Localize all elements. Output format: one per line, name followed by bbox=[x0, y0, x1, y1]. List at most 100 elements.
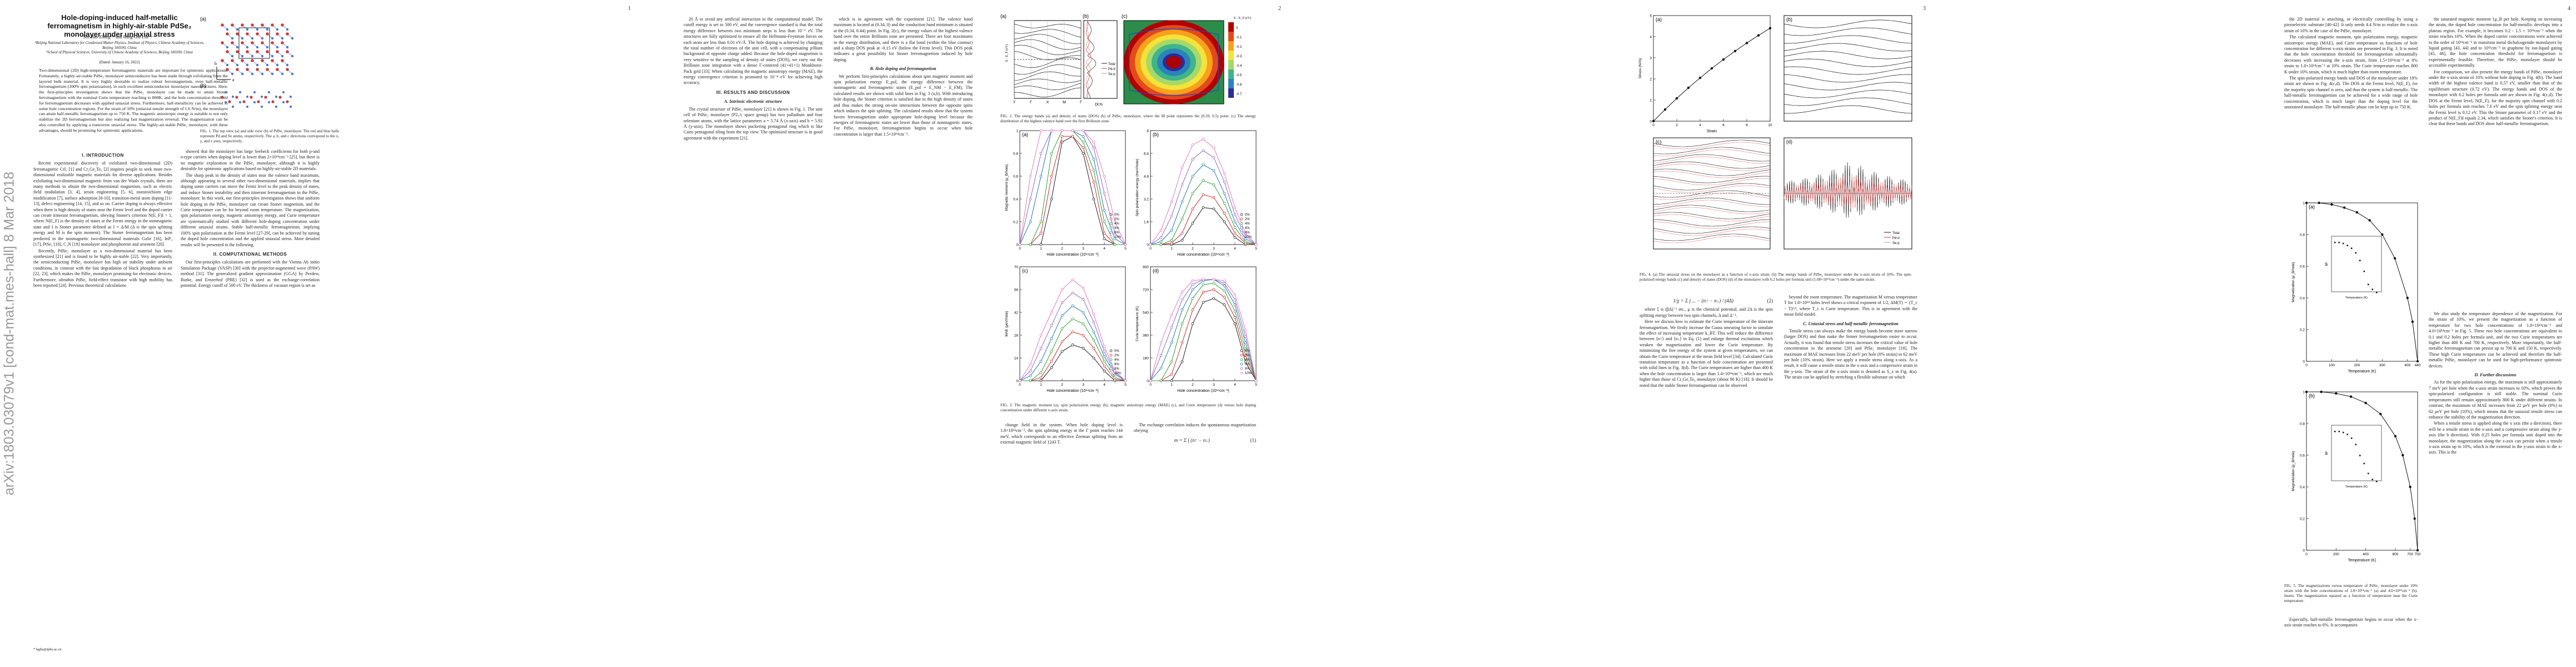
band-up bbox=[1653, 212, 1771, 220]
se-atom bbox=[275, 95, 278, 98]
paragraph: Recent experimental discovery of exfolia… bbox=[33, 161, 172, 247]
data-point bbox=[1124, 243, 1127, 246]
legend-label: 2% bbox=[1245, 354, 1250, 357]
data-point bbox=[1092, 197, 1095, 201]
pd-atom bbox=[235, 96, 238, 99]
data-point bbox=[1082, 135, 1085, 138]
inset-point bbox=[2363, 462, 2365, 465]
inset-point bbox=[2368, 472, 2369, 475]
data-point bbox=[1039, 347, 1043, 350]
column-bottom-left: change field in the system. When hole do… bbox=[1000, 422, 1123, 446]
inset-point bbox=[2346, 434, 2348, 435]
se-atom bbox=[231, 54, 234, 58]
x-tick-label: 200 bbox=[2333, 552, 2339, 556]
data-point bbox=[2349, 395, 2353, 398]
band-line bbox=[1783, 89, 1912, 98]
data-point bbox=[1223, 296, 1226, 299]
data-point bbox=[1675, 97, 1678, 100]
se-atom bbox=[276, 46, 279, 49]
se-atom bbox=[261, 72, 264, 76]
se-atom bbox=[241, 37, 244, 40]
data-point bbox=[1212, 207, 1215, 211]
se-atom bbox=[282, 101, 285, 104]
data-point bbox=[2305, 201, 2308, 205]
se-atom bbox=[256, 28, 259, 31]
plot: 0 1.6 3.2 4.8 6.4 8 0 1 2 3 4 5 Hole concentration (… bbox=[1135, 130, 1258, 257]
data-point bbox=[1029, 220, 1032, 223]
data-point bbox=[1092, 312, 1095, 316]
data-point bbox=[1113, 220, 1117, 223]
x-tick-label: 0 bbox=[1019, 383, 1021, 387]
legend-marker bbox=[1109, 358, 1113, 361]
se-atom bbox=[286, 63, 289, 67]
data-point bbox=[1180, 183, 1184, 186]
column-bottom-right: The exchange correlation induces the spo… bbox=[1134, 422, 1256, 446]
se-atom bbox=[271, 54, 274, 58]
x-axis-label: Hole concentration (10¹⁴cm⁻²) bbox=[1177, 389, 1229, 393]
section-heading: II. COMPUTATIONAL METHODS bbox=[213, 251, 287, 257]
pd-atom bbox=[264, 96, 267, 99]
colorbar-segment bbox=[1228, 22, 1234, 32]
se-atom bbox=[236, 46, 239, 49]
data-point bbox=[1050, 311, 1053, 314]
data-point bbox=[1170, 200, 1173, 203]
kpoint-label: Y bbox=[1013, 101, 1016, 104]
fig2: (a) (b) (c) E - E_F (eV) Y Γ X M Γ DOS Total… bbox=[1000, 13, 1251, 107]
data-point bbox=[1223, 212, 1226, 215]
pd-atom bbox=[231, 59, 234, 62]
y-axis-label: Stress (N/m) bbox=[1638, 58, 1642, 78]
colorbar-tick: -0.3 bbox=[1236, 55, 1242, 58]
data-point bbox=[1212, 196, 1215, 199]
y-axis-label: Magnetic moment (μ_B/hole) bbox=[1005, 165, 1009, 211]
se-atom bbox=[238, 91, 242, 94]
band-up bbox=[1653, 233, 1771, 241]
data-point bbox=[1103, 360, 1106, 363]
fig4-dos-d: (d) Total Pd-d Se-p bbox=[1783, 137, 1912, 250]
se-atom bbox=[246, 63, 249, 67]
data-point bbox=[1170, 215, 1173, 218]
kpoint-label: Γ bbox=[1030, 101, 1032, 104]
x-tick-label: 4 bbox=[1699, 123, 1701, 127]
plot-frame bbox=[1150, 130, 1257, 245]
x-tick-label: 2 bbox=[1192, 383, 1194, 387]
colorbar-segment bbox=[1228, 41, 1234, 51]
data-point bbox=[2318, 201, 2320, 205]
band-up bbox=[1653, 226, 1771, 234]
pd-atom bbox=[256, 50, 259, 53]
inset-point bbox=[2351, 247, 2353, 249]
colorbar-tick: -0.2 bbox=[1236, 46, 1242, 49]
inset-point bbox=[2338, 242, 2340, 243]
data-point bbox=[1149, 379, 1152, 382]
pd-atom bbox=[261, 41, 264, 44]
data-point bbox=[2343, 206, 2346, 209]
inset: Temperature (K) M² bbox=[2325, 236, 2382, 300]
data-point bbox=[1233, 303, 1237, 306]
y-tick-label: 0.8 bbox=[2300, 422, 2305, 426]
inset-point bbox=[2359, 455, 2361, 456]
data-point bbox=[1202, 283, 1205, 286]
pd-atom bbox=[236, 68, 239, 71]
data-point bbox=[1191, 175, 1194, 178]
inset-point bbox=[2343, 242, 2344, 245]
page-number: 4 bbox=[2568, 6, 2570, 12]
se-atom bbox=[266, 63, 269, 67]
equation-2: 1/χ = Σ ∫ ... − (n↑ − n↓) / (4Δ) (2) bbox=[1673, 298, 1773, 303]
se-atom bbox=[246, 28, 249, 31]
paragraph: The calculated magnetic moment, spin pol… bbox=[2284, 34, 2418, 74]
inset-point bbox=[2355, 444, 2356, 445]
x-tick-label: 3 bbox=[1213, 383, 1215, 387]
legend-label: 4% bbox=[1245, 359, 1250, 362]
x-axis-label: Hole concentration (10¹⁴cm⁻²) bbox=[1047, 253, 1098, 257]
band-up bbox=[1653, 161, 1771, 169]
subsection-heading: C. Uniaxial stress and half-metallic fer… bbox=[1803, 321, 1899, 326]
data-point bbox=[1071, 304, 1074, 307]
pd-atom bbox=[251, 41, 254, 44]
inset-point bbox=[2368, 283, 2369, 286]
abstract: Two-dimensional (2D) high-temperature fe… bbox=[39, 68, 228, 133]
data-point bbox=[1663, 108, 1667, 111]
plot-frame bbox=[1019, 266, 1126, 381]
legend-label: 0% bbox=[1245, 350, 1250, 353]
band-up bbox=[1653, 154, 1771, 162]
inset-point bbox=[2334, 431, 2336, 432]
legend-marker bbox=[1109, 222, 1113, 225]
